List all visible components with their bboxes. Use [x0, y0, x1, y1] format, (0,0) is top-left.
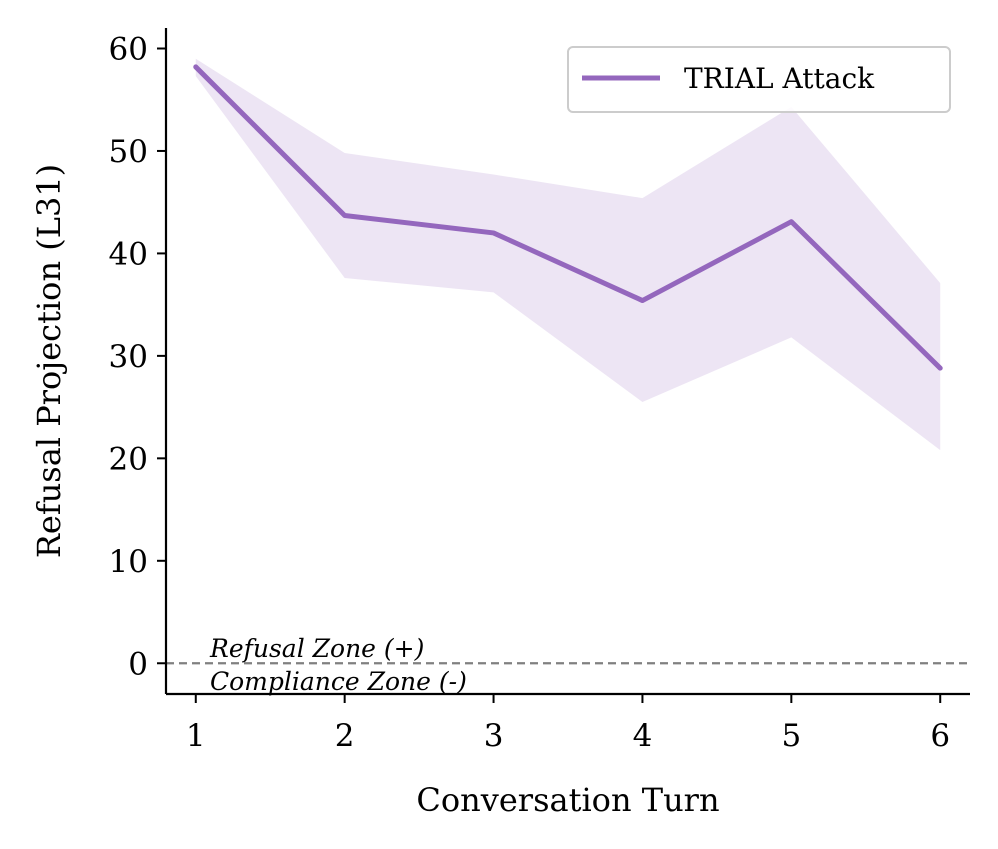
- legend-frame: [567, 46, 951, 113]
- legend-label-trial-attack: TRIAL Attack: [684, 62, 875, 95]
- x-axis-title: Conversation Turn: [416, 781, 719, 819]
- x-tick-label: 4: [633, 718, 653, 754]
- x-tick-label: 1: [186, 718, 206, 754]
- y-tick-label: 30: [109, 339, 148, 375]
- y-tick-label: 60: [109, 31, 148, 67]
- x-tick-label: 5: [781, 718, 801, 754]
- y-tick-label: 0: [128, 646, 148, 682]
- y-axis-title: Refusal Projection (L31): [30, 164, 68, 558]
- x-tick-label: 3: [484, 718, 504, 754]
- y-tick-label: 50: [109, 134, 148, 170]
- y-tick-label: 10: [109, 544, 148, 580]
- y-tick-label: 40: [109, 236, 148, 272]
- y-tick-label: 20: [109, 441, 148, 477]
- confidence-band: [195, 58, 941, 451]
- x-tick-label: 2: [335, 718, 355, 754]
- x-tick-label: 6: [930, 718, 950, 754]
- series-line-trial-attack: [193, 64, 943, 371]
- refusal-zone-label: Refusal Zone (+): [209, 634, 424, 663]
- legend: TRIAL Attack: [567, 46, 951, 113]
- compliance-zone-label: Compliance Zone (-): [210, 667, 467, 696]
